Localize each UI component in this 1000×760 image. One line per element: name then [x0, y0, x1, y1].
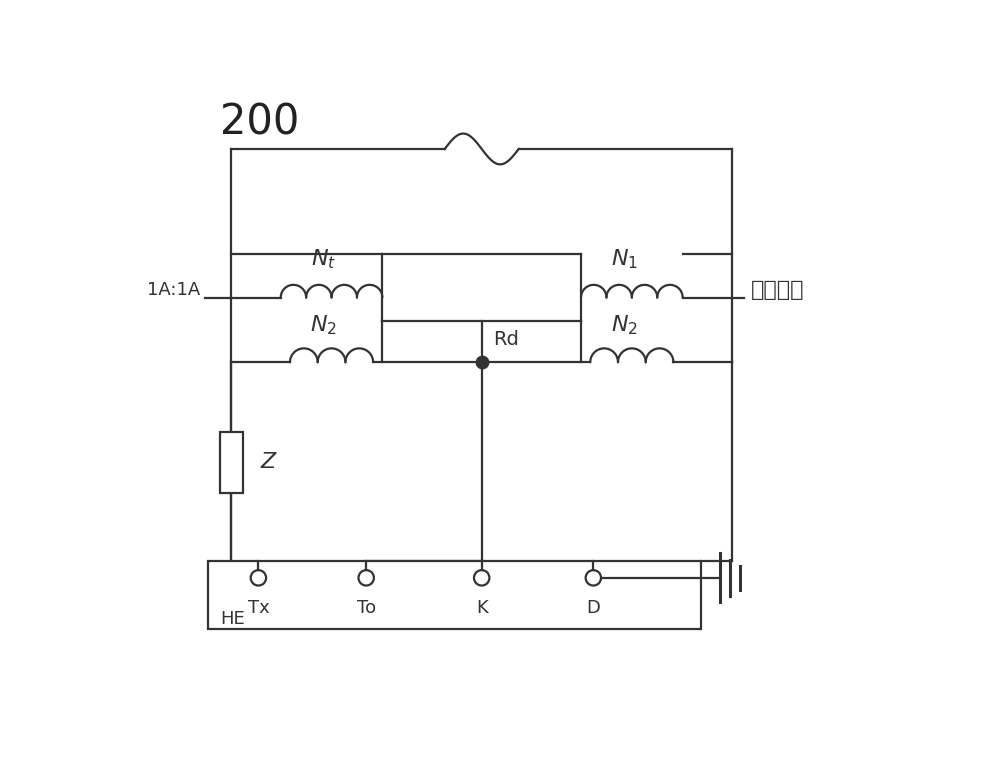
Text: Tx: Tx — [248, 599, 269, 616]
Text: $N_t$: $N_t$ — [311, 248, 336, 271]
Text: HE: HE — [220, 610, 245, 628]
Text: To: To — [357, 599, 376, 616]
Text: K: K — [476, 599, 488, 616]
Text: 200: 200 — [220, 101, 299, 143]
Bar — [208, 561, 701, 629]
Text: 1A:1A: 1A:1A — [147, 281, 201, 299]
Bar — [220, 432, 243, 493]
Text: $N_2$: $N_2$ — [611, 313, 638, 337]
Text: $N_2$: $N_2$ — [310, 313, 337, 337]
Text: Rd: Rd — [493, 330, 519, 349]
Text: 被棁线圈: 被棁线圈 — [751, 280, 805, 300]
Text: Z: Z — [261, 452, 276, 473]
Text: D: D — [586, 599, 600, 616]
Text: $N_1$: $N_1$ — [611, 248, 638, 271]
